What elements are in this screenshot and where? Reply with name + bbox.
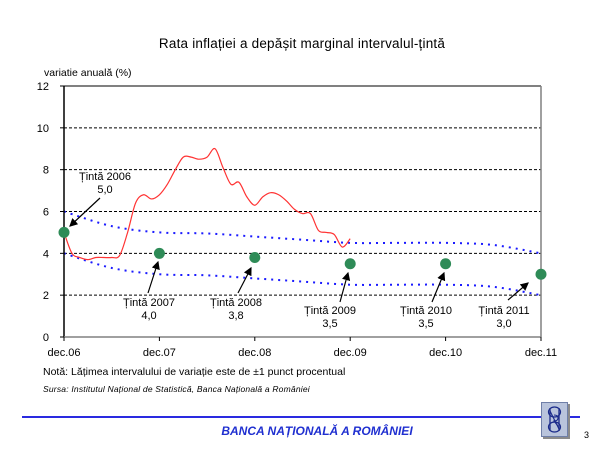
target-point [153,247,165,259]
target-arrow [339,271,351,303]
y-tick-label: 12 [37,81,49,93]
target-label: Țintă 2006 [79,171,131,183]
grid-layer [64,127,541,296]
axis-layer: 0 2 4 6 8 10 12 dec.06 dec.07 dec.08 dec.09 dec.10 d… [37,81,557,359]
page-number: 3 [584,430,590,440]
footer-divider [22,416,580,418]
inflation-chart: 0 2 4 6 8 10 12 dec.06 dec.07 dec.08 dec.09 dec.10 d… [37,81,557,359]
footer-institution-name: BANCA NAȚIONALĂ A ROMÂNIEI [221,424,413,438]
y-tick-label: 0 [43,332,49,344]
target-value-label: 4,0 [141,310,156,322]
y-axis-label: variatie anuală (%) [44,67,132,79]
inflation-series-line [63,147,351,261]
target-label: Țintă 2007 [123,297,175,309]
x-tick-label: dec.06 [47,347,80,359]
chart-source: Sursa: Institutul Național de Statistică… [43,384,310,394]
target-value-label: 3,5 [322,318,337,330]
target-arrow [147,260,160,294]
target-point [344,258,356,270]
target-value-label: 3,5 [418,318,433,330]
y-tick-label: 2 [43,290,49,302]
x-tick-label: dec.10 [429,347,462,359]
target-point [440,258,452,270]
y-tick-label: 4 [43,248,49,260]
chart-note: Notă: Lățimea intervalului de variație e… [43,366,346,378]
target-point [249,252,261,264]
target-label: Țintă 2011 [478,305,529,317]
target-point [535,268,547,280]
bnr-monogram-icon [541,402,568,437]
y-tick-label: 10 [37,123,49,135]
target-label: Țintă 2010 [400,305,452,317]
target-point [58,226,70,238]
y-tick-label: 6 [43,207,49,219]
target-band-layer [63,210,542,297]
target-value-label: 3,8 [228,310,243,322]
target-value-label: 5,0 [97,184,112,196]
target-label: Țintă 2008 [210,297,262,309]
x-tick-label: dec.09 [334,347,367,359]
target-arrow [431,271,446,303]
x-tick-label: dec.08 [238,347,271,359]
target-label: Țintă 2009 [304,305,356,317]
y-tick-label: 8 [43,165,49,177]
x-tick-label: dec.07 [143,347,176,359]
target-value-label: 3,0 [496,318,511,330]
x-tick-label: dec.11 [525,347,557,359]
target-arrow [237,266,252,294]
target-arrow [69,197,101,227]
target-band-upper [63,210,542,255]
target-arrow [507,282,529,301]
target-band-lower [63,252,542,297]
chart-title: Rata inflației a depășit marginal interv… [158,36,446,51]
inflation-line-layer [63,147,351,261]
